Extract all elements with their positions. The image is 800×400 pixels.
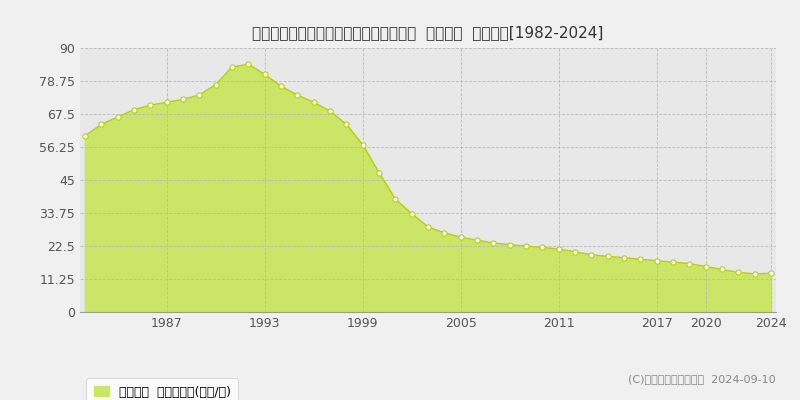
Point xyxy=(291,92,304,98)
Point xyxy=(127,106,140,113)
Point xyxy=(258,71,271,78)
Point xyxy=(422,224,434,230)
Point xyxy=(274,83,287,89)
Point xyxy=(406,210,418,217)
Point xyxy=(732,269,745,276)
Point xyxy=(552,246,565,252)
Point xyxy=(650,258,663,264)
Point xyxy=(618,254,630,261)
Point xyxy=(666,259,679,265)
Point xyxy=(340,121,353,128)
Point xyxy=(210,82,222,88)
Point xyxy=(438,230,450,236)
Point xyxy=(78,133,91,139)
Point xyxy=(602,253,614,260)
Point xyxy=(765,270,778,276)
Point xyxy=(356,142,369,148)
Point xyxy=(454,234,467,240)
Point xyxy=(487,240,500,246)
Point xyxy=(634,256,646,262)
Point xyxy=(699,263,712,270)
Point xyxy=(160,99,173,106)
Legend: 地価公示  平均坪単価(万円/坪): 地価公示 平均坪単価(万円/坪) xyxy=(86,378,238,400)
Point xyxy=(177,96,190,102)
Point xyxy=(683,260,696,267)
Point xyxy=(585,252,598,258)
Point xyxy=(95,121,108,128)
Point xyxy=(569,249,582,255)
Point xyxy=(503,241,516,248)
Point xyxy=(389,196,402,202)
Point xyxy=(323,108,336,114)
Point xyxy=(748,271,761,277)
Point xyxy=(536,244,549,251)
Point xyxy=(520,243,533,249)
Point xyxy=(716,266,729,273)
Point xyxy=(470,237,483,243)
Point xyxy=(242,61,254,67)
Point xyxy=(307,99,320,106)
Point xyxy=(373,170,386,176)
Text: (C)土地価格ドットコム  2024-09-10: (C)土地価格ドットコム 2024-09-10 xyxy=(628,374,776,384)
Point xyxy=(144,102,157,108)
Title: 兵庫県相生市旭４丁目１３６４番２２外  地価公示  地価推移[1982-2024]: 兵庫県相生市旭４丁目１３６４番２２外 地価公示 地価推移[1982-2024] xyxy=(252,25,604,40)
Point xyxy=(226,64,238,70)
Point xyxy=(193,92,206,98)
Point xyxy=(111,114,124,120)
